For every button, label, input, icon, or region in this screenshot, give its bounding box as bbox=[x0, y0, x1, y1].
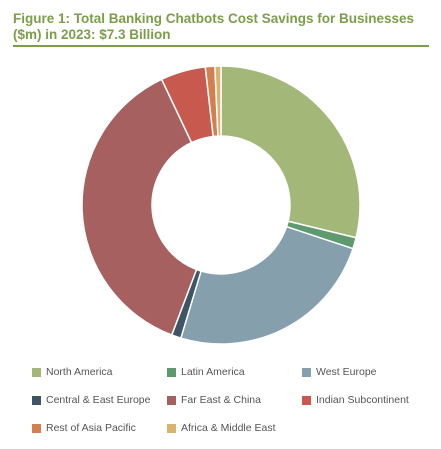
legend-item-indian-subcontinent: Indian Subcontinent bbox=[302, 394, 409, 406]
donut-slice-far-east-china bbox=[81, 78, 198, 336]
donut-slice-north-america bbox=[220, 65, 361, 239]
legend-item-rest-of-asia-pacific: Rest of Asia Pacific bbox=[32, 422, 136, 434]
legend-swatch bbox=[32, 423, 41, 433]
legend-label: North America bbox=[46, 366, 113, 378]
legend-swatch bbox=[302, 395, 311, 405]
legend-swatch bbox=[167, 367, 176, 377]
legend-swatch bbox=[32, 395, 41, 405]
donut-slice-africa-middle-east bbox=[214, 65, 222, 137]
legend-item-far-east-china: Far East & China bbox=[167, 394, 261, 406]
legend-swatch bbox=[167, 395, 176, 405]
legend-label: Central & East Europe bbox=[46, 394, 151, 406]
donut-slice-west-europe bbox=[179, 225, 354, 345]
legend-label: Far East & China bbox=[181, 394, 261, 406]
legend-label: Africa & Middle East bbox=[181, 422, 276, 434]
donut-chart bbox=[81, 65, 361, 345]
legend-label: Rest of Asia Pacific bbox=[46, 422, 136, 434]
legend-swatch bbox=[32, 367, 41, 377]
legend-item-latin-america: Latin America bbox=[167, 366, 245, 378]
legend-item-west-europe: West Europe bbox=[302, 366, 377, 378]
legend-label: Latin America bbox=[181, 366, 245, 378]
chart-title: Figure 1: Total Banking Chatbots Cost Sa… bbox=[13, 11, 415, 42]
legend-swatch bbox=[302, 367, 311, 377]
legend-label: Indian Subcontinent bbox=[316, 394, 409, 406]
legend-item-africa-middle-east: Africa & Middle East bbox=[167, 422, 276, 434]
legend-item-central-east-europe: Central & East Europe bbox=[32, 394, 150, 406]
title-divider bbox=[13, 45, 429, 47]
legend-swatch bbox=[167, 423, 176, 433]
legend-label: West Europe bbox=[316, 366, 377, 378]
legend-item-north-america: North America bbox=[32, 366, 113, 378]
